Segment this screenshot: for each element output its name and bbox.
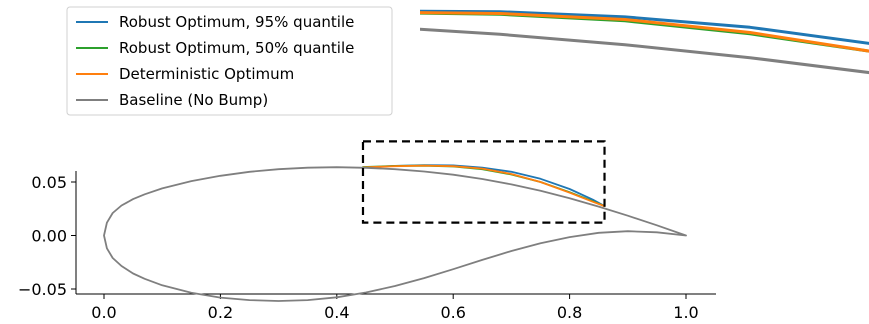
x-tick-label: 0.0: [91, 303, 116, 322]
legend: Robust Optimum, 95% quantile Robust Opti…: [66, 6, 393, 116]
zoom-box: [361, 140, 606, 224]
main-axes: 0.0 0.2 0.4 0.6 0.8 1.0 0.05 0.00 −0.05: [18, 140, 716, 322]
legend-label-robust-95: Robust Optimum, 95% quantile: [119, 13, 354, 31]
x-tick-label: 0.4: [324, 303, 349, 322]
x-tick-label: 0.2: [208, 303, 233, 322]
y-tick-label: 0.05: [31, 173, 67, 192]
legend-entry-robust-95: Robust Optimum, 95% quantile: [76, 13, 354, 31]
series-line-baseline-no-bump: [103, 166, 687, 302]
x-tick-label: 1.0: [673, 303, 698, 322]
legend-label-baseline: Baseline (No Bump): [119, 91, 268, 109]
legend-label-deterministic: Deterministic Optimum: [119, 65, 294, 83]
inset-series-line-deterministic-optimum: [420, 11, 869, 53]
legend-entry-baseline: Baseline (No Bump): [76, 91, 268, 109]
legend-entry-robust-50: Robust Optimum, 50% quantile: [76, 39, 354, 57]
legend-entry-deterministic: Deterministic Optimum: [76, 65, 294, 83]
series-line-deterministic-optimum: [362, 164, 606, 208]
inset-series-line-baseline-no-bump: [420, 27, 869, 75]
x-tick-label: 0.8: [557, 303, 582, 322]
y-ticks: 0.05 0.00 −0.05: [18, 173, 76, 299]
inset-series-line-robust-optimum-95-quantile: [420, 9, 869, 45]
series-line-robust-optimum-50-quantile: [362, 164, 606, 208]
x-tick-label: 0.6: [440, 303, 465, 322]
legend-label-robust-50: Robust Optimum, 50% quantile: [119, 39, 354, 57]
legend-frame: [66, 6, 393, 116]
y-tick-label: 0.00: [31, 227, 67, 246]
x-ticks: 0.0 0.2 0.4 0.6 0.8 1.0: [91, 294, 699, 322]
inset-zoom: [420, 9, 869, 75]
inset-series: [420, 9, 869, 75]
y-tick-label: −0.05: [18, 280, 67, 299]
main-series: [103, 164, 687, 302]
series-line-robust-optimum-95-quantile: [362, 164, 606, 208]
